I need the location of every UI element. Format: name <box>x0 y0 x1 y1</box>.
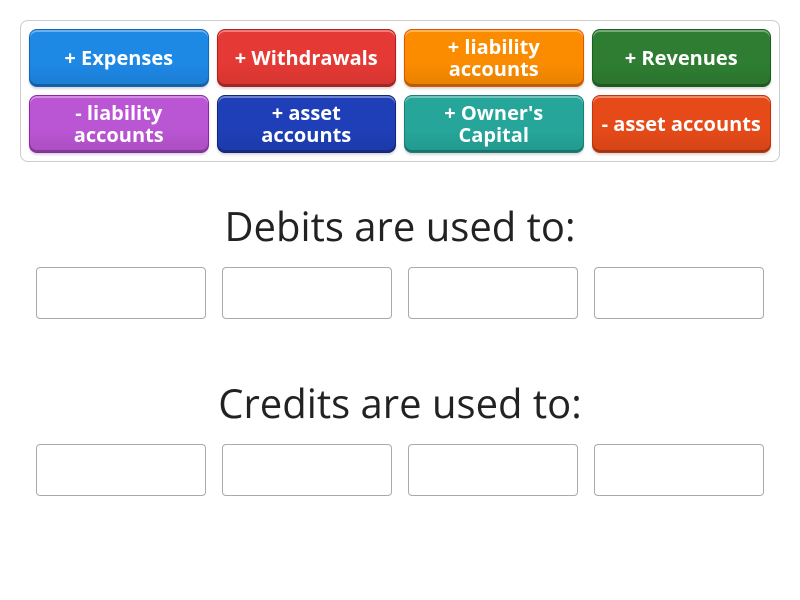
section-title-debits: Debits are used to: <box>20 198 780 253</box>
tile-expenses[interactable]: + Expenses <box>29 29 209 87</box>
drop-slot[interactable] <box>222 444 392 496</box>
section-credits: Credits are used to: <box>20 375 780 496</box>
drop-slot[interactable] <box>408 444 578 496</box>
drop-slot[interactable] <box>36 267 206 319</box>
section-debits: Debits are used to: <box>20 198 780 319</box>
drop-slot[interactable] <box>594 444 764 496</box>
tile-withdrawals[interactable]: + Withdrawals <box>217 29 397 87</box>
stage: + Expenses + Withdrawals + liability acc… <box>0 0 800 496</box>
tile-label: + Withdrawals <box>235 47 378 69</box>
tile-plus-liability[interactable]: + liability accounts <box>404 29 584 87</box>
tile-owners-capital[interactable]: + Owner's Capital <box>404 95 584 153</box>
drop-slot[interactable] <box>408 267 578 319</box>
tile-plus-asset[interactable]: + asset accounts <box>217 95 397 153</box>
tile-label: + liability accounts <box>413 36 575 80</box>
tile-label: - liability accounts <box>38 102 200 146</box>
tile-label: + asset accounts <box>226 102 388 146</box>
tile-label: + Expenses <box>64 47 173 69</box>
drop-slot[interactable] <box>222 267 392 319</box>
drop-slot[interactable] <box>594 267 764 319</box>
tile-minus-asset[interactable]: - asset accounts <box>592 95 772 153</box>
tile-label: - asset accounts <box>602 113 761 135</box>
drop-row-debits <box>20 267 780 319</box>
drop-slot[interactable] <box>36 444 206 496</box>
section-title-credits: Credits are used to: <box>20 375 780 430</box>
tile-label: + Revenues <box>625 47 738 69</box>
drop-row-credits <box>20 444 780 496</box>
tile-minus-liability[interactable]: - liability accounts <box>29 95 209 153</box>
tile-revenues[interactable]: + Revenues <box>592 29 772 87</box>
source-tray: + Expenses + Withdrawals + liability acc… <box>20 20 780 162</box>
tile-label: + Owner's Capital <box>413 102 575 146</box>
